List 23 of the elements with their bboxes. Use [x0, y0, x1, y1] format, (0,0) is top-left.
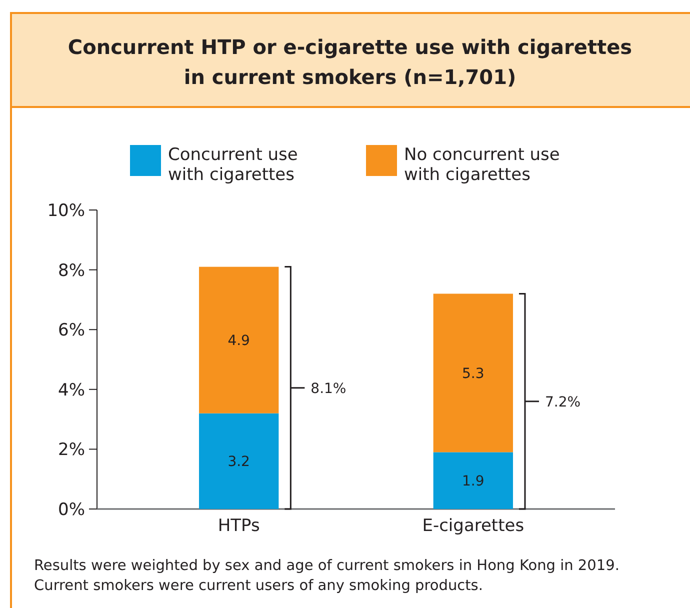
bar: [199, 413, 279, 509]
bar: [199, 266, 279, 414]
total-label: 8.1%: [310, 380, 346, 397]
y-tick-label: 0%: [58, 500, 85, 520]
y-tick-label: 4%: [58, 380, 85, 400]
data-label: 5.3: [462, 366, 484, 382]
data-label: 3.2: [228, 454, 250, 470]
y-tick-label: 8%: [58, 260, 85, 281]
bar: [433, 452, 513, 509]
x-tick-label: E-cigarettes: [422, 516, 524, 536]
text: Current smokers were current users of any smoking products.: [34, 578, 483, 594]
bar: [433, 294, 513, 452]
legend-label: Concurrent use with cigarettes: [168, 145, 298, 185]
x-tick-label: HTPs: [218, 516, 260, 536]
data-label: 1.9: [462, 474, 484, 490]
text: Results were weighted by sex and age of current smokers in Hong Kong in 2019.: [34, 558, 620, 574]
chart-title: Concurrent HTP or e-cigarette use with cigarettes in current smokers (n=1,701): [68, 35, 632, 89]
data-label: 4.9: [228, 333, 250, 350]
y-tick-label: 10%: [47, 201, 85, 221]
y-tick-label: 2%: [58, 440, 85, 460]
legend-label: No concurrent use with cigarettes: [404, 145, 560, 185]
y-tick-label: 6%: [58, 320, 85, 341]
total-label: 7.2%: [544, 394, 581, 410]
